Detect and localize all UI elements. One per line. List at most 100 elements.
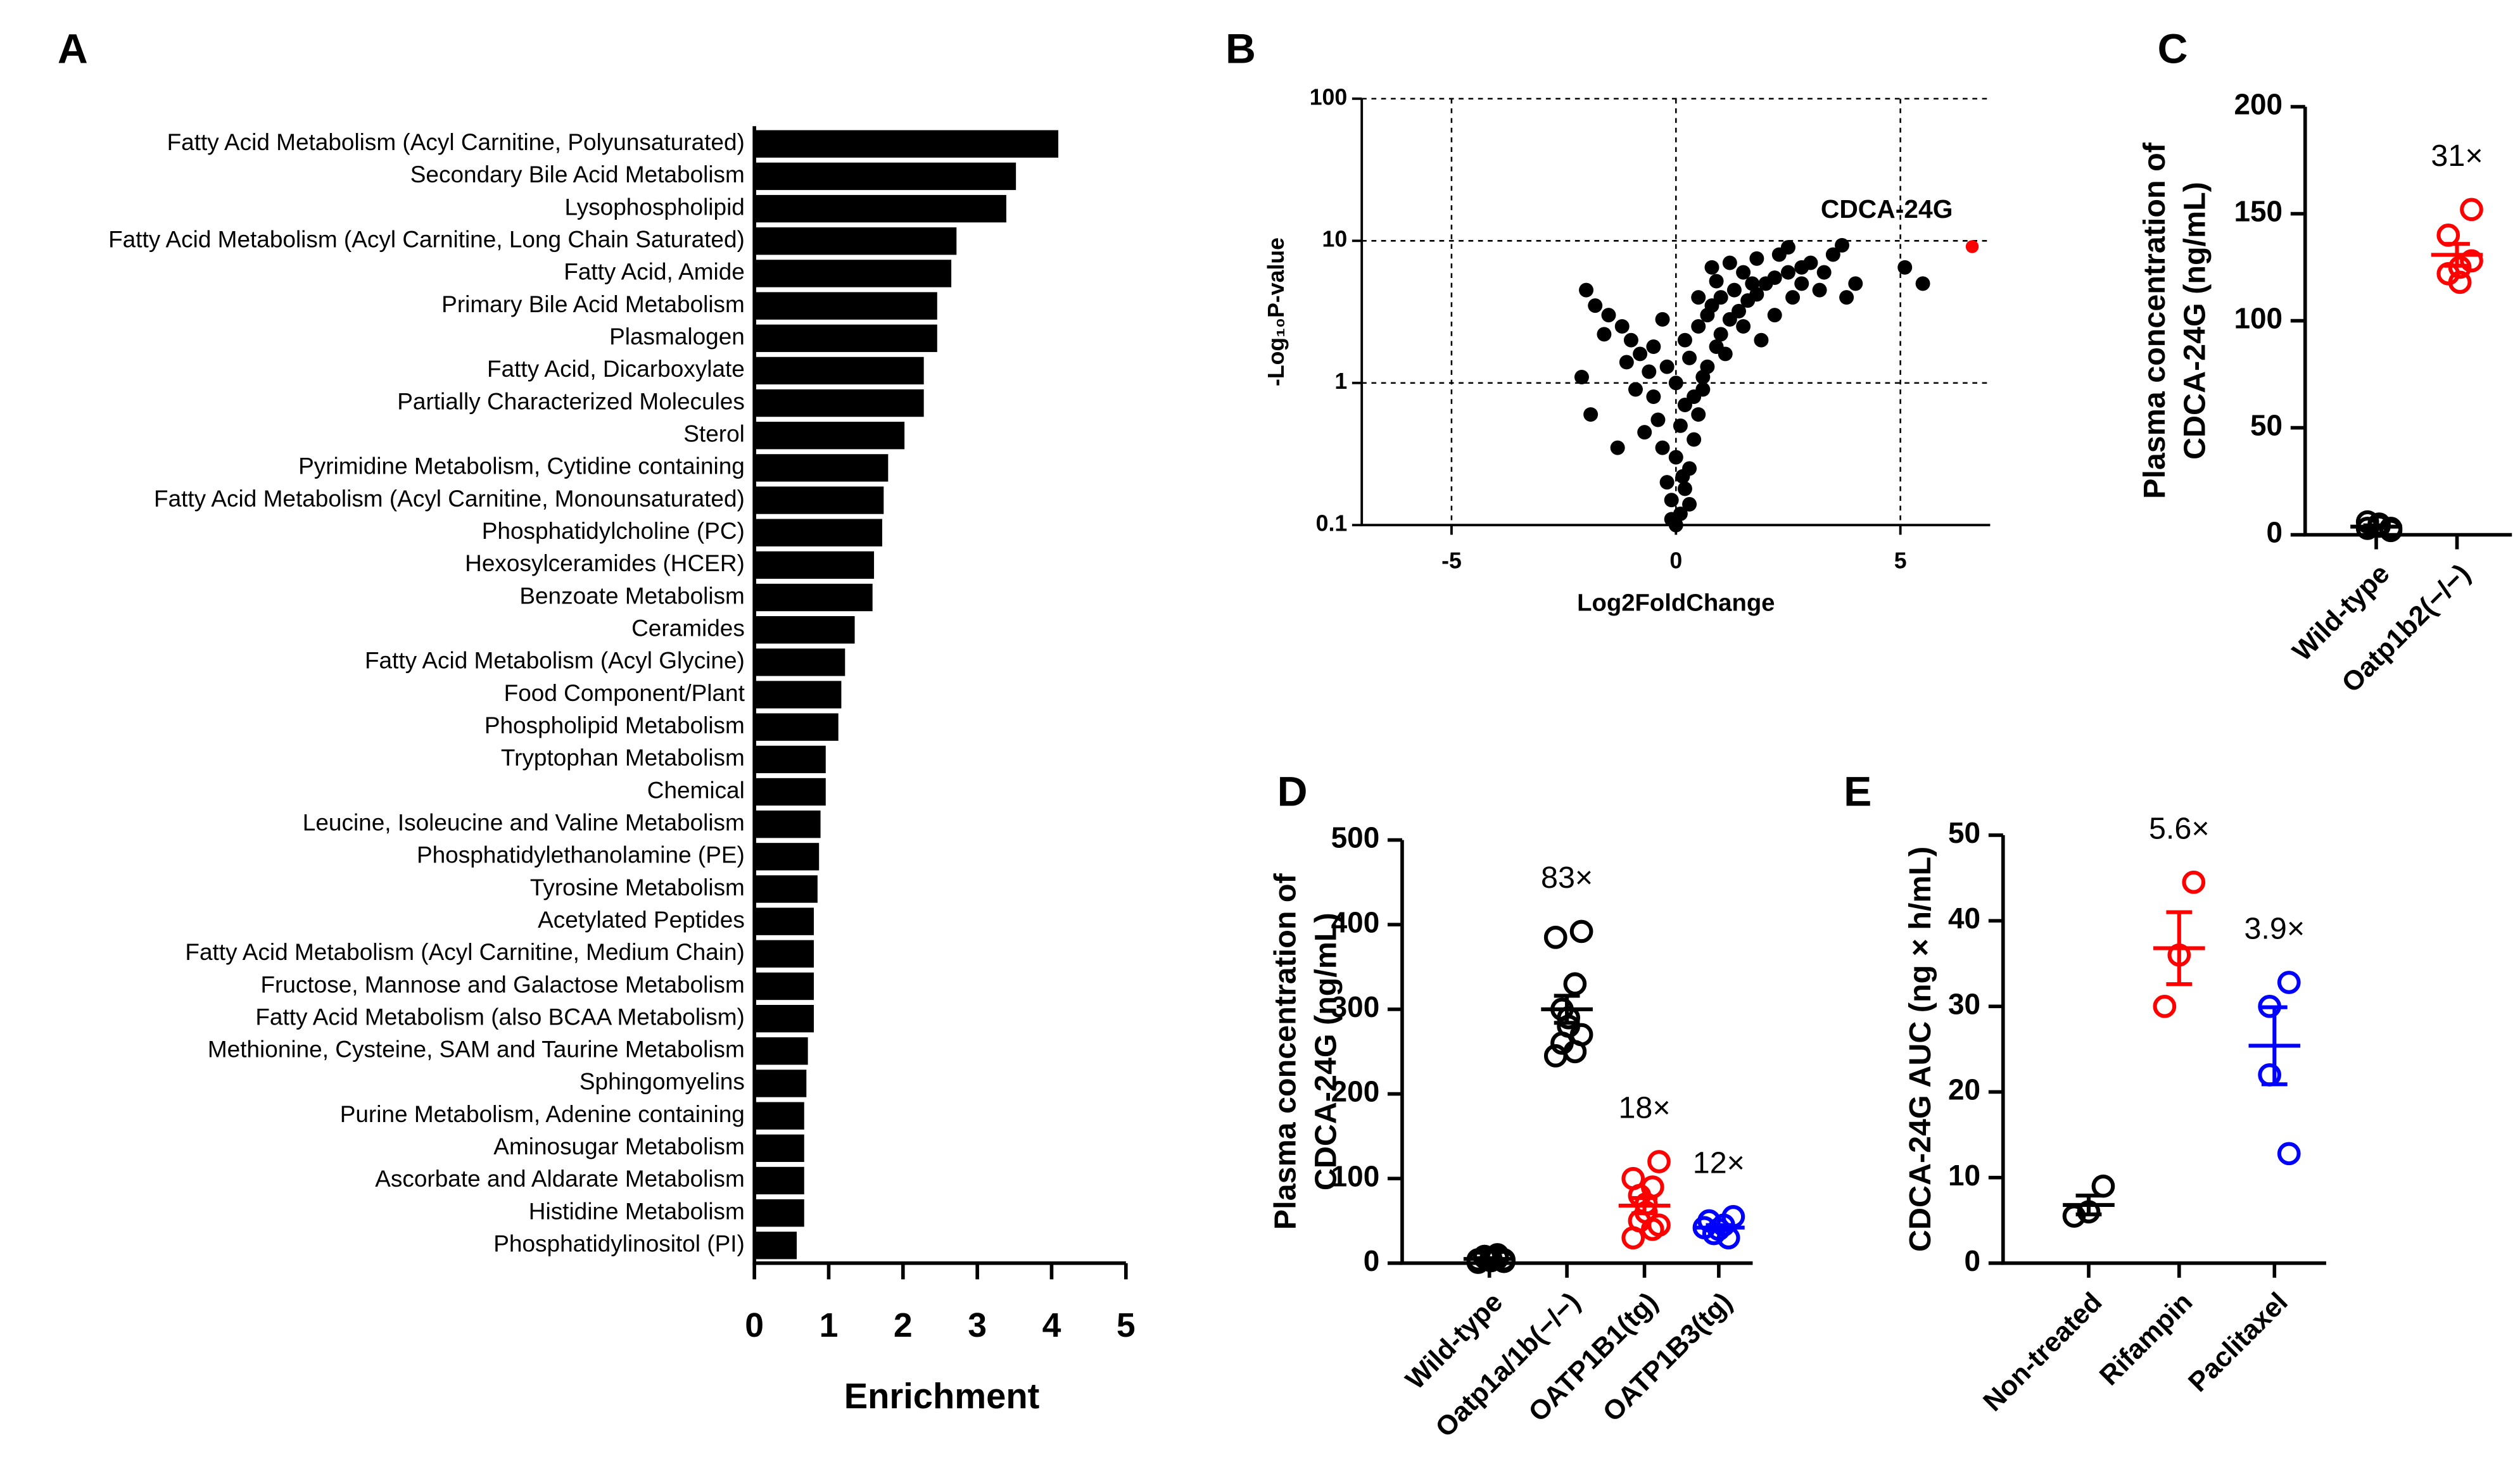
bar [754, 811, 821, 838]
y-tick-label: 20 [1948, 1073, 1980, 1106]
x-tick-label: 5 [1117, 1307, 1136, 1344]
category-label: Primary Bile Acid Metabolism [441, 291, 745, 317]
point [1839, 290, 1854, 305]
point [2277, 971, 2301, 994]
bar [754, 260, 952, 287]
point [1897, 260, 1913, 275]
point [1655, 312, 1670, 327]
error-bar [2261, 1005, 2288, 1087]
category-label: Leucine, Isoleucine and Valine Metabolis… [303, 809, 745, 835]
point [1767, 308, 1782, 323]
point [1722, 255, 1737, 270]
category-label: Chemical [647, 777, 745, 803]
point [2153, 994, 2177, 1018]
bar [754, 972, 814, 1000]
y-tick-label: 40 [1948, 902, 1980, 935]
point [2460, 198, 2483, 222]
annotation: 18× [1618, 1091, 1670, 1125]
point [1704, 260, 1719, 275]
point [1637, 425, 1652, 440]
category-label: Sphingomyelins [579, 1069, 745, 1095]
bar [754, 1004, 814, 1033]
point [1614, 319, 1630, 334]
category-label: Fatty Acid Metabolism (Acyl Glycine) [365, 648, 745, 674]
y-axis-label: Plasma concentration of [2137, 142, 2172, 499]
category-label: Aminosugar Metabolism [493, 1133, 745, 1159]
bar [754, 1166, 804, 1195]
point [1700, 308, 1715, 323]
bar [754, 324, 937, 352]
bar [754, 583, 873, 612]
annotation: 5.6× [2149, 811, 2210, 845]
point [1633, 346, 1648, 362]
point [1655, 440, 1670, 455]
x-tick-label: 2 [894, 1307, 913, 1344]
point [1695, 369, 1711, 384]
axis [1400, 840, 1753, 1265]
y-tick-label: 0 [1965, 1244, 1981, 1277]
x-tick-label: 0 [745, 1307, 764, 1344]
category-label: Phosphatidylinositol (PI) [493, 1231, 745, 1257]
bar [754, 519, 882, 546]
category-label: Ascorbate and Aldarate Metabolism [375, 1166, 745, 1192]
y-axis-label: CDCA-24G AUC (ng × h/mL) [1903, 847, 1937, 1252]
point [2277, 1142, 2301, 1166]
category-label: Phosphatidylethanolamine (PE) [417, 842, 745, 868]
bar [754, 843, 820, 871]
category-label: Food Component/Plant [504, 680, 745, 706]
point [1691, 407, 1706, 422]
category-label: Fatty Acid Metabolism (Acyl Carnitine, P… [167, 129, 745, 155]
point [1597, 327, 1612, 342]
point [1646, 389, 1661, 404]
category-label: Sterol [683, 420, 745, 446]
bar [754, 681, 842, 709]
point [1682, 496, 1697, 512]
point [1588, 298, 1603, 313]
point [1803, 255, 1818, 270]
point [1574, 369, 1589, 384]
point [1659, 359, 1675, 374]
annotation: CDCA-24G [1821, 194, 1953, 224]
bar [754, 130, 1059, 158]
error-bar [2363, 523, 2390, 530]
x-tick-label: 1 [820, 1307, 839, 1344]
x-axis-label: Enrichment [844, 1376, 1040, 1416]
point [1664, 493, 1679, 508]
bar [754, 194, 1006, 223]
y-tick-label: 0 [1364, 1244, 1380, 1277]
bar [754, 422, 905, 450]
y-tick-label: 0 [2267, 516, 2283, 549]
point [1668, 375, 1683, 391]
error-bar [1554, 994, 1580, 1025]
error-bar [2075, 1194, 2102, 1216]
point [1628, 382, 1643, 397]
bar [754, 292, 937, 320]
point [2436, 224, 2460, 247]
bar [754, 1199, 804, 1227]
point [1677, 332, 1692, 348]
y-tick-label: 50 [1948, 816, 1980, 849]
category-label: Fatty Acid, Dicarboxylate [487, 356, 745, 382]
y-tick-label: 150 [2234, 195, 2283, 228]
bar [754, 1102, 804, 1130]
y-tick-label: 1 [1334, 369, 1347, 394]
panel-label: D [1277, 769, 1308, 816]
y-tick-label: 10 [1948, 1159, 1980, 1192]
point [1754, 332, 1769, 348]
point [2091, 1174, 2115, 1198]
annotation: 83× [1541, 861, 1593, 895]
category-label: Tyrosine Metabolism [530, 874, 745, 900]
point [1621, 1226, 1645, 1250]
y-axis-label: Plasma concentration of [1269, 873, 1303, 1230]
y-tick-label: 300 [1331, 990, 1380, 1023]
category-label: Fatty Acid Metabolism (Acyl Carnitine, L… [108, 227, 745, 253]
y-tick-label: 0.1 [1316, 511, 1348, 536]
bar [754, 1070, 807, 1097]
point [1668, 450, 1683, 465]
category-label: Phosphatidylcholine (PC) [482, 518, 745, 544]
axis [1360, 98, 1991, 527]
bar [754, 1232, 797, 1259]
point [1767, 270, 1782, 286]
point [1825, 247, 1840, 262]
